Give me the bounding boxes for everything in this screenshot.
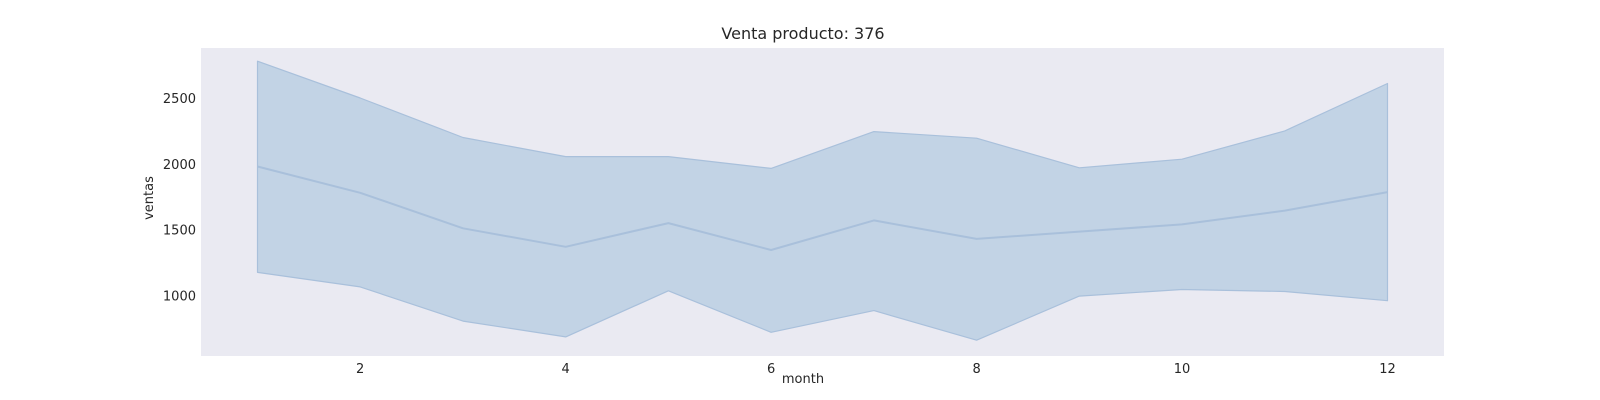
confidence-band-layer xyxy=(256,60,1389,341)
y-tick-label: 2500 xyxy=(163,92,196,107)
x-tick-label: 8 xyxy=(972,362,980,377)
x-axis-label: month xyxy=(782,372,824,387)
series-line xyxy=(257,165,1388,251)
y-axis-label: ventas xyxy=(142,176,157,220)
x-tick-label: 10 xyxy=(1174,362,1191,377)
y-tick-label: 1000 xyxy=(163,290,196,305)
y-tick-labels: 1000 1500 2000 2500 xyxy=(163,92,196,305)
x-tick-label: 2 xyxy=(356,362,364,377)
x-tick-label: 4 xyxy=(562,362,570,377)
series-line-layer xyxy=(257,165,1388,251)
y-tick-label: 2000 xyxy=(163,158,196,173)
x-tick-label: 12 xyxy=(1379,362,1396,377)
y-tick-label: 1500 xyxy=(163,224,196,239)
chart-title: Venta producto: 376 xyxy=(721,24,884,43)
confidence-band xyxy=(256,60,1389,341)
x-tick-labels: 2 4 6 8 10 12 xyxy=(356,362,1396,377)
x-tick-label: 6 xyxy=(767,362,775,377)
